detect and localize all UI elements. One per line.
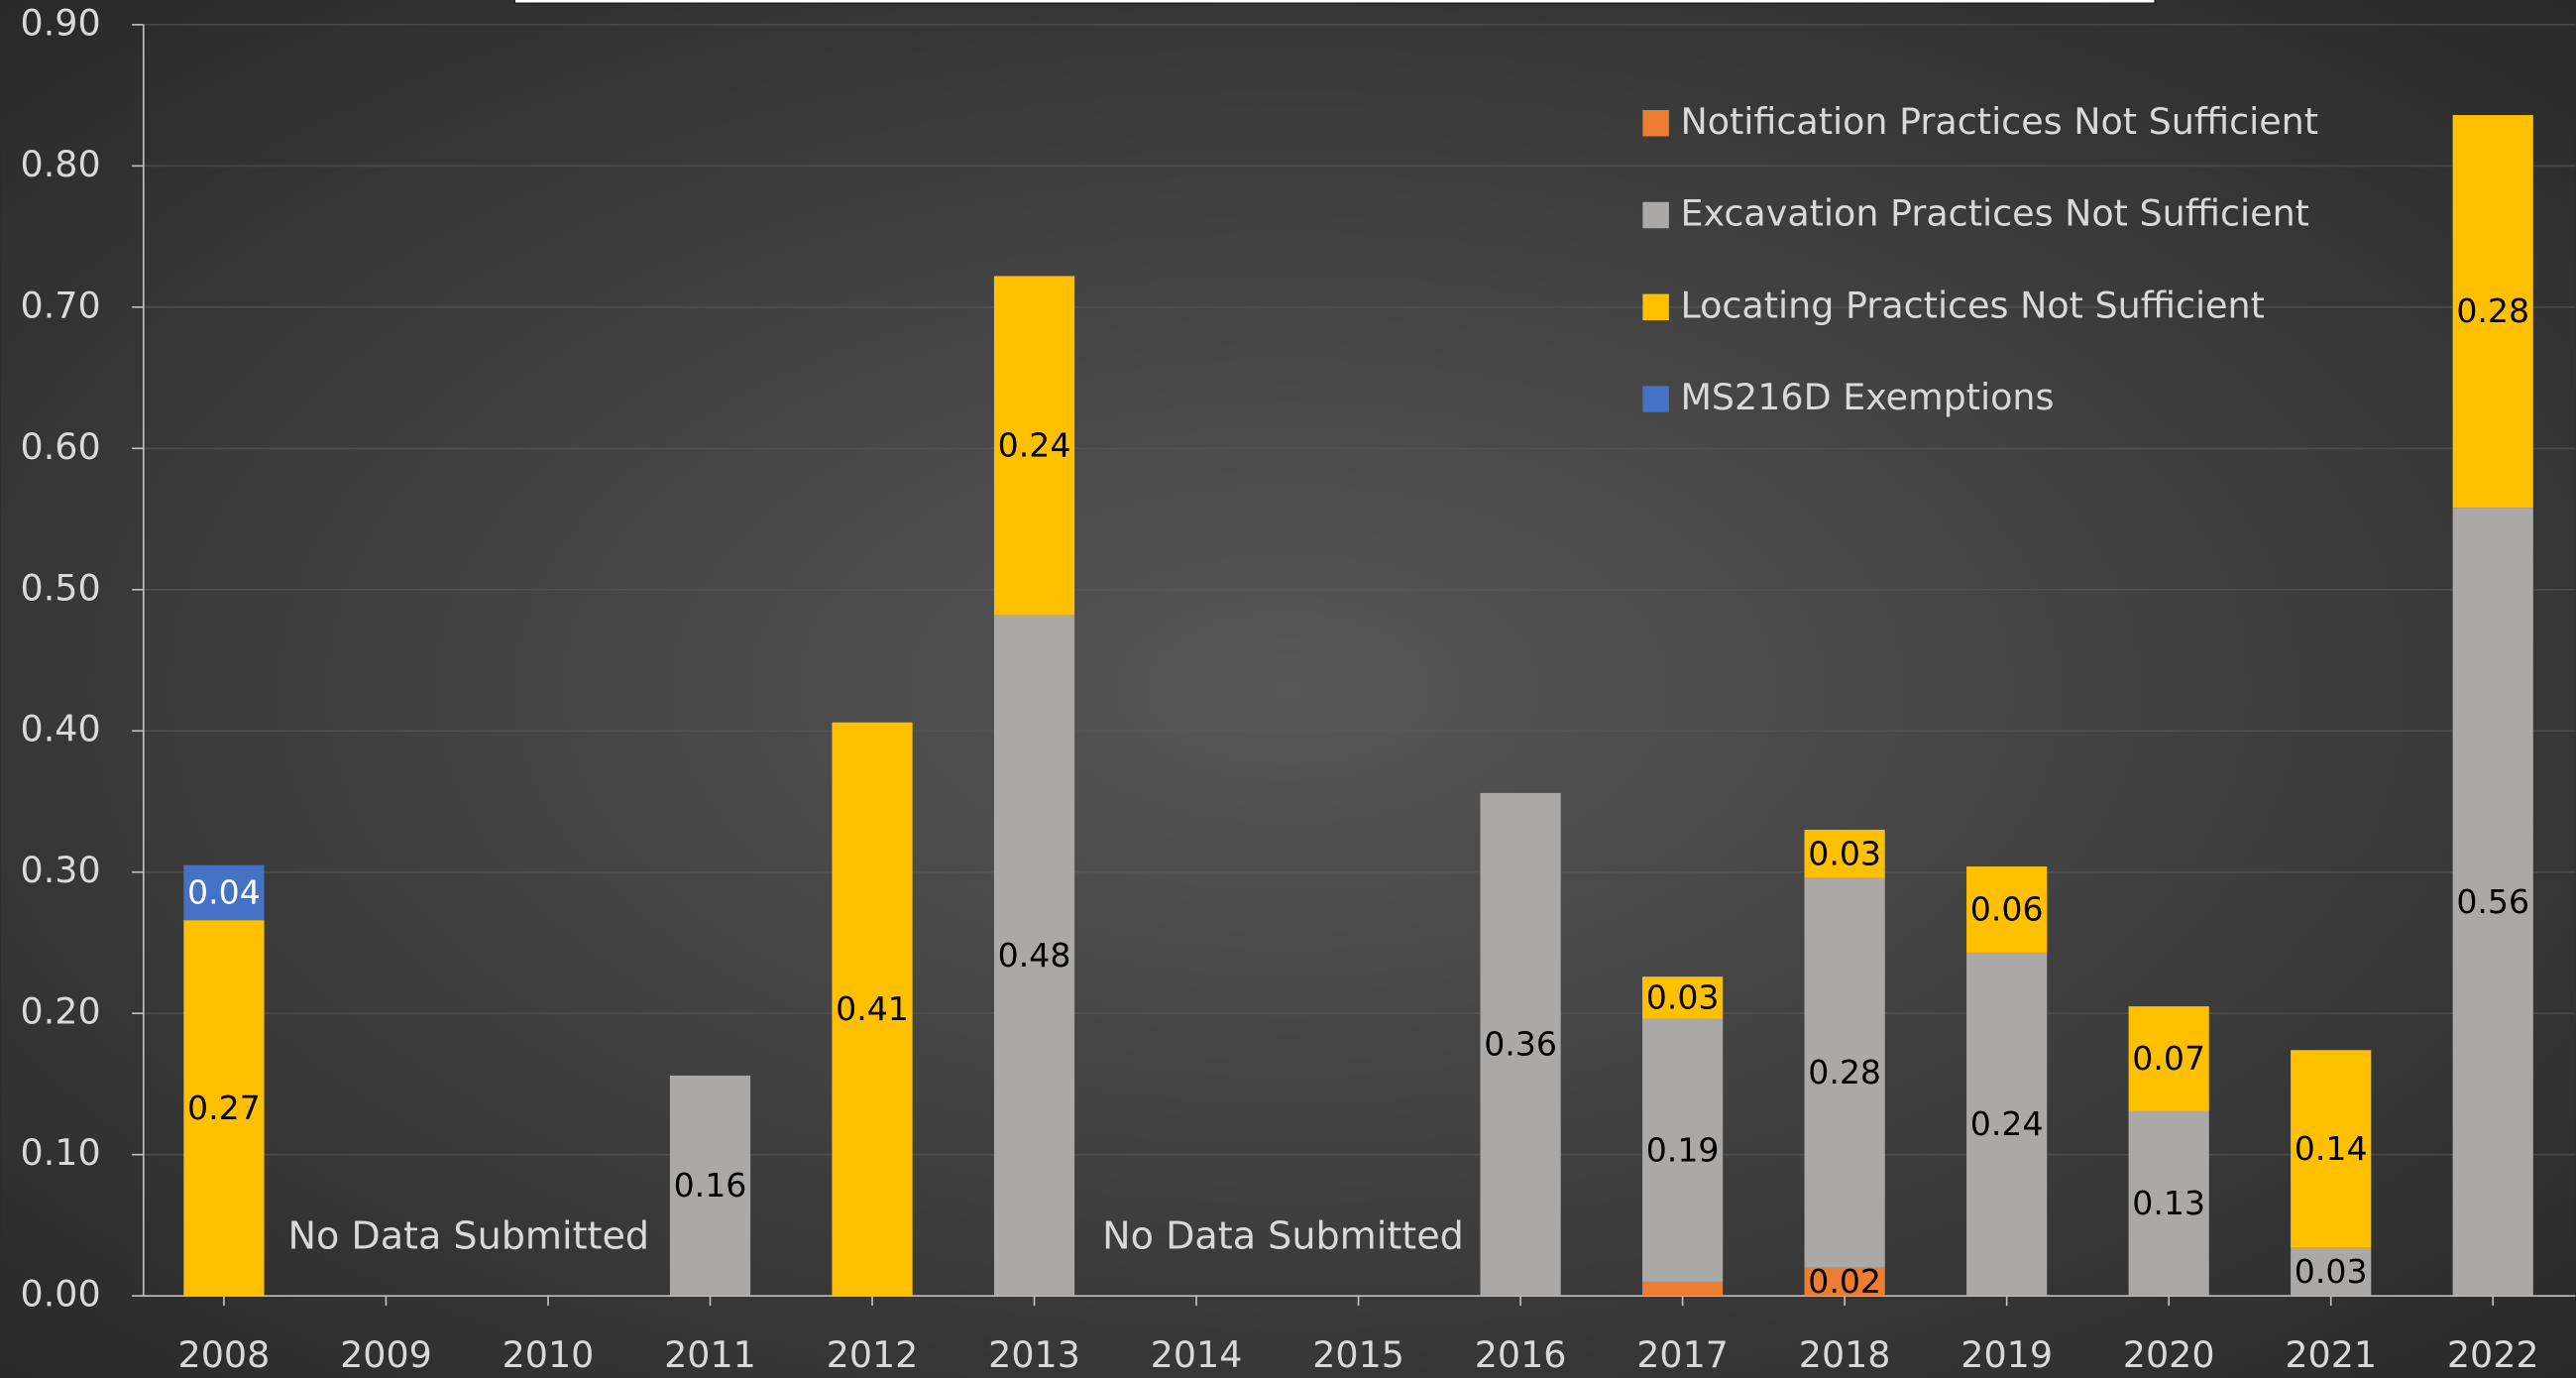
x-tick-label: 2010 xyxy=(503,1333,595,1376)
bar-segment xyxy=(2128,1006,2209,1111)
y-tick-label: 0.50 xyxy=(21,566,101,609)
legend-swatch xyxy=(1642,386,1669,412)
bar-segment xyxy=(1480,792,1561,1297)
bar-segment xyxy=(1642,1018,1724,1282)
bar-segment xyxy=(1804,877,1885,1268)
data-label: 0.14 xyxy=(2295,1129,2368,1168)
data-label: 0.41 xyxy=(836,989,909,1028)
x-tick-label: 2020 xyxy=(2123,1333,2215,1376)
y-tick-label: 0.90 xyxy=(21,1,101,44)
x-tick-label: 2019 xyxy=(1960,1333,2053,1376)
y-tick-label: 0.20 xyxy=(21,990,101,1033)
x-tick-label: 2018 xyxy=(1799,1333,1891,1376)
bar-segment xyxy=(832,722,913,1297)
bar-segment xyxy=(993,276,1075,616)
data-label: 0.36 xyxy=(1484,1025,1557,1064)
bar-segment xyxy=(1966,866,2048,953)
annotation: No Data Submitted xyxy=(1102,1214,1464,1258)
legend-swatch xyxy=(1642,293,1669,321)
data-label: 0.13 xyxy=(2132,1184,2205,1222)
data-label: 0.03 xyxy=(1646,978,1720,1017)
data-label: 0.28 xyxy=(1808,1053,1881,1091)
data-label: 0.07 xyxy=(2132,1039,2205,1078)
legend-label: Locating Practices Not Sufficient xyxy=(1680,284,2264,326)
data-label: 0.16 xyxy=(674,1166,747,1205)
x-tick-label: 2015 xyxy=(1312,1333,1404,1376)
bar-segment xyxy=(1804,829,1885,878)
data-label: 0.03 xyxy=(2295,1252,2368,1291)
bar-segment xyxy=(2128,1110,2209,1297)
data-label: 0.28 xyxy=(2456,291,2529,330)
data-label: 0.04 xyxy=(187,873,261,912)
x-tick-label: 2012 xyxy=(827,1333,919,1376)
x-tick-label: 2011 xyxy=(664,1333,756,1376)
annotation: No Data Submitted xyxy=(287,1214,649,1258)
data-label: 0.24 xyxy=(998,426,1071,465)
x-tick-label: 2021 xyxy=(2285,1333,2377,1376)
bar-segment xyxy=(2452,508,2533,1297)
legend-label: MS216D Exemptions xyxy=(1680,376,2054,418)
bar-segment xyxy=(669,1075,751,1297)
x-tick-label: 2022 xyxy=(2447,1333,2539,1376)
legend-label: Notification Practices Not Sufficient xyxy=(1680,100,2318,143)
data-label: 0.03 xyxy=(1808,834,1881,872)
x-tick-label: 2013 xyxy=(988,1333,1080,1376)
bar-segment xyxy=(2291,1050,2372,1248)
bar-segment xyxy=(183,864,265,921)
bar-segment xyxy=(183,920,265,1297)
x-tick-label: 2009 xyxy=(340,1333,432,1376)
legend-label: Excavation Practices Not Sufficient xyxy=(1680,192,2309,235)
x-tick-label: 2008 xyxy=(178,1333,271,1376)
title-box xyxy=(513,0,2157,5)
data-label: 0.27 xyxy=(187,1089,261,1127)
y-tick-label: 0.10 xyxy=(21,1131,101,1174)
data-label: 0.56 xyxy=(2456,882,2529,921)
y-tick-label: 0.30 xyxy=(21,849,101,891)
bar-segment xyxy=(993,615,1075,1297)
data-label: 0.48 xyxy=(998,936,1071,975)
bar-segment xyxy=(1642,1281,1724,1297)
x-tick-label: 2017 xyxy=(1636,1333,1729,1376)
y-tick-label: 0.40 xyxy=(21,708,101,750)
y-tick-label: 0.00 xyxy=(21,1273,101,1316)
x-tick-label: 2014 xyxy=(1151,1333,1243,1376)
bar-segment xyxy=(1642,976,1724,1019)
legend-swatch xyxy=(1642,110,1669,137)
data-label: 0.06 xyxy=(1970,890,2044,929)
legend-swatch xyxy=(1642,201,1669,229)
bar-segment xyxy=(2452,115,2533,509)
bar-segment xyxy=(1966,952,2048,1297)
x-tick-label: 2016 xyxy=(1475,1333,1567,1376)
y-tick-label: 0.70 xyxy=(21,284,101,326)
data-label: 0.24 xyxy=(1970,1104,2044,1143)
data-label: 0.19 xyxy=(1646,1131,1720,1170)
bar-segment xyxy=(1804,1267,1885,1297)
bar-segment xyxy=(2291,1247,2372,1297)
y-tick-label: 0.80 xyxy=(21,143,101,185)
y-tick-label: 0.60 xyxy=(21,425,101,468)
data-label: 0.02 xyxy=(1808,1262,1881,1301)
